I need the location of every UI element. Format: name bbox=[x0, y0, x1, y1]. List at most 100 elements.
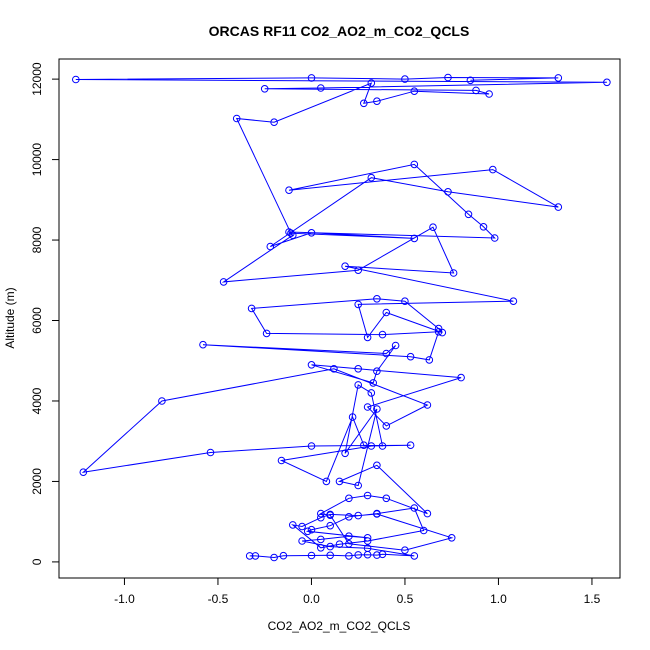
data-point bbox=[490, 234, 499, 242]
data-point bbox=[410, 504, 419, 512]
data-point bbox=[382, 308, 391, 317]
data-point bbox=[406, 352, 415, 361]
data-point bbox=[472, 86, 480, 95]
data-point bbox=[373, 97, 381, 105]
data-point bbox=[326, 542, 335, 551]
data-point bbox=[266, 242, 275, 251]
data-point bbox=[307, 442, 316, 450]
data-point bbox=[326, 511, 335, 520]
data-point bbox=[307, 361, 316, 369]
data-point bbox=[479, 223, 488, 231]
y-axis-label: Altitude (m) bbox=[3, 287, 17, 348]
data-point bbox=[485, 90, 493, 98]
data-point bbox=[373, 367, 381, 376]
data-point bbox=[363, 403, 372, 411]
data-point bbox=[219, 278, 228, 286]
data-point bbox=[363, 544, 372, 553]
data-point bbox=[270, 553, 278, 562]
data-point bbox=[345, 494, 353, 503]
data-point bbox=[360, 99, 368, 108]
y-tick-label: 8000 bbox=[30, 226, 44, 253]
data-point bbox=[206, 448, 215, 457]
x-axis-label: CO2_AO2_m_CO2_QCLS bbox=[268, 619, 411, 633]
data-point bbox=[449, 269, 458, 277]
y-tick-label: 0 bbox=[30, 558, 44, 565]
data-point bbox=[260, 85, 269, 93]
y-tick-label: 4000 bbox=[30, 387, 44, 414]
y-tick-label: 12000 bbox=[30, 62, 44, 96]
data-point bbox=[348, 413, 357, 421]
data-point bbox=[335, 477, 344, 486]
y-tick-label: 2000 bbox=[30, 468, 44, 495]
data-point bbox=[363, 333, 372, 342]
data-point bbox=[603, 78, 611, 87]
y-tick-label: 10000 bbox=[30, 143, 44, 177]
data-point bbox=[410, 234, 419, 243]
data-point bbox=[354, 481, 363, 490]
data-point bbox=[341, 262, 349, 271]
data-point bbox=[401, 546, 409, 555]
data-point bbox=[406, 441, 415, 450]
data-point bbox=[345, 513, 353, 521]
data-point bbox=[423, 509, 432, 518]
data-point bbox=[447, 534, 456, 542]
data-point bbox=[373, 510, 381, 518]
data-point bbox=[317, 84, 325, 92]
data-point bbox=[72, 75, 80, 84]
data-point bbox=[444, 188, 452, 196]
series-layer bbox=[72, 73, 611, 562]
data-point bbox=[378, 330, 387, 339]
data-point bbox=[298, 522, 306, 531]
data-point bbox=[354, 300, 363, 309]
data-point bbox=[341, 449, 349, 458]
chart-title: ORCAS RF11 CO2_AO2_m_CO2_QCLS bbox=[209, 23, 470, 39]
data-point bbox=[354, 551, 363, 559]
data-point bbox=[245, 552, 254, 560]
data-point bbox=[378, 442, 387, 450]
data-point bbox=[410, 160, 419, 169]
data-point bbox=[373, 295, 381, 303]
y-tick-label: 6000 bbox=[30, 307, 44, 334]
data-point bbox=[285, 186, 293, 194]
data-point bbox=[317, 513, 325, 522]
data-point bbox=[330, 365, 338, 373]
data-point bbox=[444, 73, 452, 82]
x-tick-label: 1.0 bbox=[490, 592, 507, 606]
data-point bbox=[373, 405, 381, 413]
x-tick-label: 0.5 bbox=[397, 592, 414, 606]
data-point bbox=[425, 356, 434, 364]
data-point bbox=[401, 75, 409, 83]
data-point bbox=[363, 537, 372, 545]
data-point bbox=[410, 552, 419, 560]
y-axis: 0 2000 4000 6000 8000 10000 12000 bbox=[30, 62, 59, 565]
x-axis: -1.0 -0.5 0.0 0.5 1.0 1.5 bbox=[114, 578, 601, 606]
data-point bbox=[367, 442, 376, 450]
data-point bbox=[287, 229, 295, 237]
data-point bbox=[391, 341, 400, 350]
data-point bbox=[285, 228, 293, 236]
plot-frame bbox=[58, 58, 621, 579]
data-point bbox=[373, 551, 381, 559]
data-point bbox=[410, 87, 419, 95]
data-point bbox=[158, 397, 166, 405]
data-point bbox=[354, 365, 363, 373]
data-point bbox=[382, 494, 391, 503]
data-point bbox=[489, 165, 497, 174]
data-point bbox=[79, 468, 88, 477]
data-point bbox=[307, 74, 316, 82]
data-point bbox=[419, 526, 428, 535]
data-point bbox=[317, 535, 325, 544]
data-point bbox=[466, 76, 475, 85]
data-point bbox=[199, 340, 207, 349]
data-point bbox=[382, 349, 391, 358]
data-point bbox=[464, 210, 473, 219]
data-point bbox=[345, 552, 353, 560]
data-point bbox=[270, 118, 278, 126]
data-point bbox=[457, 373, 465, 382]
data-point bbox=[554, 74, 563, 82]
data-point bbox=[429, 223, 437, 231]
data-point bbox=[354, 381, 363, 389]
data-point bbox=[307, 525, 316, 534]
data-point bbox=[367, 79, 376, 87]
